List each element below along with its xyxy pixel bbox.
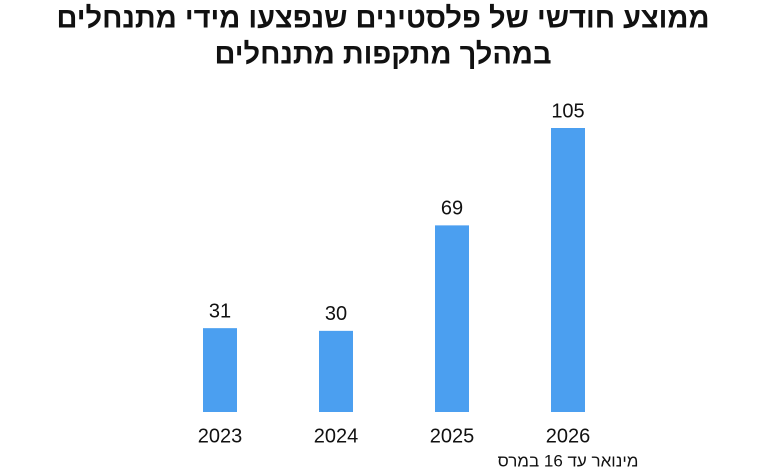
value-label: 31 (209, 300, 231, 322)
x-tick-label: 2023 (198, 425, 243, 447)
bar (319, 330, 353, 412)
chart-title: ממוצע חודשי של פלסטינים שנפצעו מידי מתנח… (56, 3, 709, 35)
bar (435, 225, 469, 412)
x-tick-label: 2025 (430, 425, 475, 447)
bar (551, 128, 585, 412)
annotation: מינואר עד 16 במרס (498, 451, 639, 470)
x-tick-label: 2026 (546, 425, 591, 447)
bar (203, 328, 237, 412)
x-tick-label: 2024 (314, 425, 359, 447)
chart-title: במהלך מתקפות מתנחלים (214, 39, 551, 71)
value-label: 105 (551, 100, 584, 122)
value-label: 69 (441, 198, 463, 220)
value-label: 30 (325, 303, 347, 325)
